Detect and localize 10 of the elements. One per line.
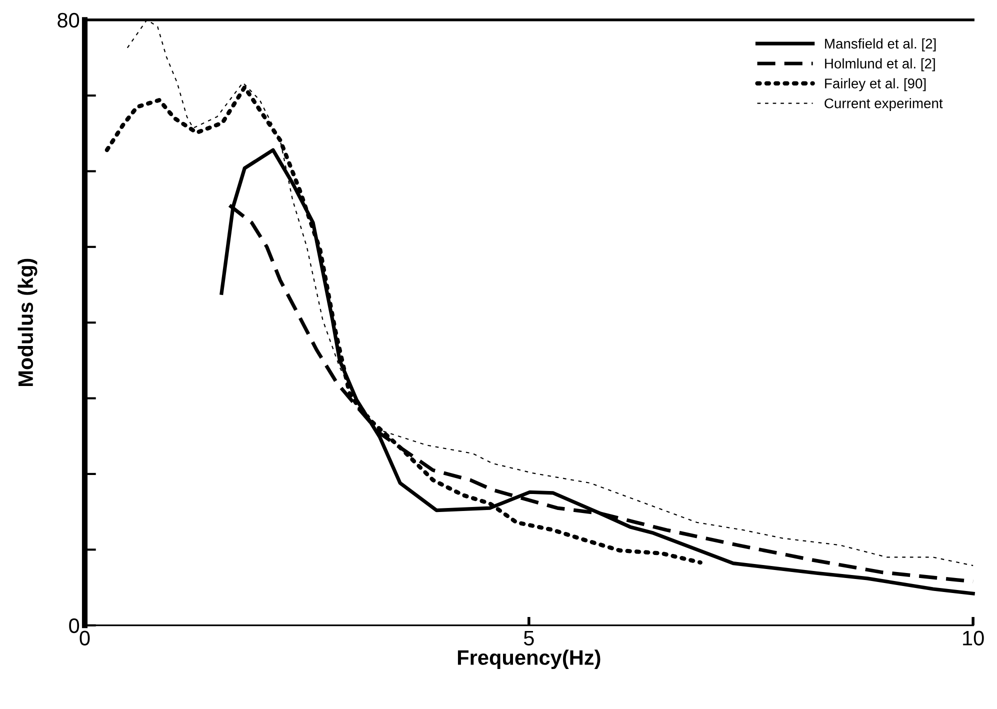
legend-label: Fairley et al. [90] — [825, 78, 926, 92]
x-axis-title: Frequency(Hz) — [458, 650, 600, 670]
legend-label: Holmlund et al. [2] — [825, 58, 935, 72]
y-tick-label: 80 — [58, 12, 80, 28]
legend-label: Current experiment — [824, 98, 943, 112]
x-tick-label: 5 — [524, 630, 534, 646]
y-axis-title: Modulus (kg) — [18, 258, 38, 386]
legend-label: Mansfield et al. [2] — [825, 38, 936, 52]
x-tick-label: 0 — [80, 630, 90, 646]
x-tick-label: 10 — [963, 630, 984, 646]
